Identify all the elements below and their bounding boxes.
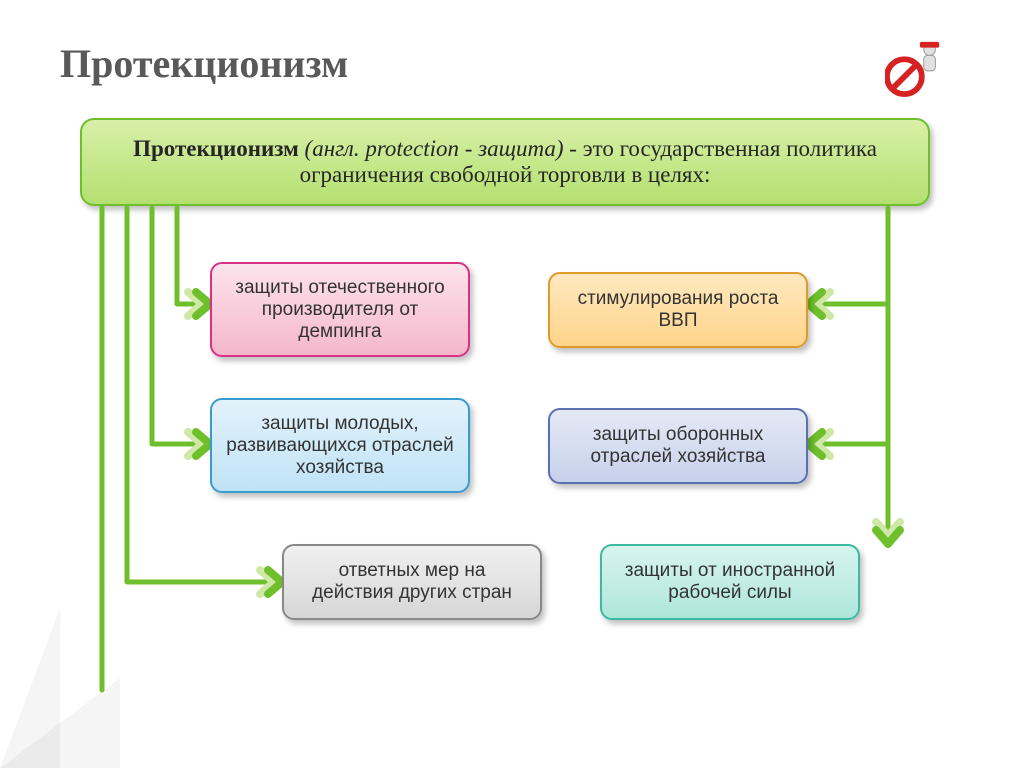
- goal-box: защиты отечественного производителя от д…: [210, 262, 470, 357]
- goal-box: защиты молодых, развивающихся отраслей х…: [210, 398, 470, 493]
- goal-box: ответных мер на действия других стран: [282, 544, 542, 620]
- definition-term: Протекционизм: [133, 136, 299, 161]
- slide-title: Протекционизм: [60, 40, 348, 87]
- goal-box: стимулирования роста ВВП: [548, 272, 808, 348]
- slide-stage: Протекционизм Протекционизм (англ. prote…: [0, 0, 1024, 768]
- definition-text: Протекционизм (англ. protection - защита…: [100, 136, 910, 188]
- goal-box: защиты оборонных отраслей хозяйства: [548, 408, 808, 484]
- corner-decoration-2: [0, 608, 60, 768]
- definition-italic: (англ. protection - защита): [299, 136, 564, 161]
- connectors-layer: [0, 0, 1024, 768]
- definition-box: Протекционизм (англ. protection - защита…: [80, 118, 930, 206]
- import-stop-icon: [885, 36, 947, 103]
- goal-box: защиты от иностранной рабочей силы: [600, 544, 860, 620]
